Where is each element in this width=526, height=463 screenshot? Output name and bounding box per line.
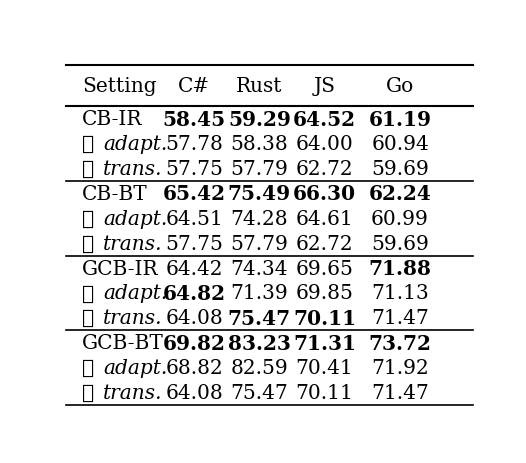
Text: Rust: Rust [236, 77, 282, 96]
Text: ✗: ✗ [82, 309, 94, 328]
Text: 75.49: 75.49 [228, 184, 291, 204]
Text: 57.75: 57.75 [165, 160, 223, 179]
Text: trans.: trans. [103, 383, 163, 402]
Text: 60.94: 60.94 [371, 135, 429, 154]
Text: 61.19: 61.19 [369, 110, 431, 130]
Text: ✗: ✗ [82, 284, 94, 303]
Text: adapt.: adapt. [103, 358, 167, 377]
Text: 59.29: 59.29 [228, 110, 291, 130]
Text: 64.00: 64.00 [296, 135, 353, 154]
Text: trans.: trans. [103, 309, 163, 328]
Text: 64.82: 64.82 [163, 283, 226, 303]
Text: 69.85: 69.85 [296, 284, 353, 303]
Text: 75.47: 75.47 [230, 383, 288, 402]
Text: trans.: trans. [103, 160, 163, 179]
Text: 62.72: 62.72 [296, 234, 353, 253]
Text: ✗: ✗ [82, 234, 94, 253]
Text: 75.47: 75.47 [228, 308, 291, 328]
Text: 64.52: 64.52 [293, 110, 356, 130]
Text: 59.69: 59.69 [371, 160, 429, 179]
Text: 82.59: 82.59 [230, 358, 288, 377]
Text: 65.42: 65.42 [163, 184, 226, 204]
Text: adapt.: adapt. [103, 284, 167, 303]
Text: ✗: ✗ [82, 358, 94, 377]
Text: Go: Go [386, 77, 414, 96]
Text: ✗: ✗ [82, 383, 94, 402]
Text: 66.30: 66.30 [293, 184, 356, 204]
Text: 83.23: 83.23 [228, 333, 291, 353]
Text: 69.65: 69.65 [296, 259, 353, 278]
Text: 71.88: 71.88 [369, 258, 431, 278]
Text: 70.11: 70.11 [293, 308, 356, 328]
Text: 71.13: 71.13 [371, 284, 429, 303]
Text: ✗: ✗ [82, 135, 94, 154]
Text: 70.41: 70.41 [296, 358, 353, 377]
Text: 57.79: 57.79 [230, 160, 288, 179]
Text: 71.39: 71.39 [230, 284, 288, 303]
Text: GCB-BT: GCB-BT [82, 333, 164, 352]
Text: C#: C# [178, 77, 210, 96]
Text: 64.51: 64.51 [165, 209, 223, 228]
Text: 71.47: 71.47 [371, 309, 429, 328]
Text: Setting: Setting [82, 77, 157, 96]
Text: ✗: ✗ [82, 209, 94, 228]
Text: adapt.: adapt. [103, 135, 167, 154]
Text: 57.75: 57.75 [165, 234, 223, 253]
Text: 69.82: 69.82 [163, 333, 226, 353]
Text: CB-IR: CB-IR [82, 110, 143, 129]
Text: adapt.: adapt. [103, 209, 167, 228]
Text: 71.31: 71.31 [293, 333, 356, 353]
Text: CB-BT: CB-BT [82, 185, 148, 204]
Text: GCB-IR: GCB-IR [82, 259, 159, 278]
Text: 64.61: 64.61 [296, 209, 353, 228]
Text: 57.79: 57.79 [230, 234, 288, 253]
Text: JS: JS [313, 77, 336, 96]
Text: 70.11: 70.11 [296, 383, 353, 402]
Text: 59.69: 59.69 [371, 234, 429, 253]
Text: 74.34: 74.34 [230, 259, 288, 278]
Text: 57.78: 57.78 [165, 135, 223, 154]
Text: 62.24: 62.24 [369, 184, 431, 204]
Text: 74.28: 74.28 [230, 209, 288, 228]
Text: 58.45: 58.45 [163, 110, 226, 130]
Text: 71.47: 71.47 [371, 383, 429, 402]
Text: trans.: trans. [103, 234, 163, 253]
Text: 64.42: 64.42 [165, 259, 223, 278]
Text: ✗: ✗ [82, 160, 94, 179]
Text: 71.92: 71.92 [371, 358, 429, 377]
Text: 60.99: 60.99 [371, 209, 429, 228]
Text: 64.08: 64.08 [165, 383, 223, 402]
Text: 64.08: 64.08 [165, 309, 223, 328]
Text: 62.72: 62.72 [296, 160, 353, 179]
Text: 68.82: 68.82 [165, 358, 223, 377]
Text: 58.38: 58.38 [230, 135, 288, 154]
Text: 73.72: 73.72 [369, 333, 431, 353]
